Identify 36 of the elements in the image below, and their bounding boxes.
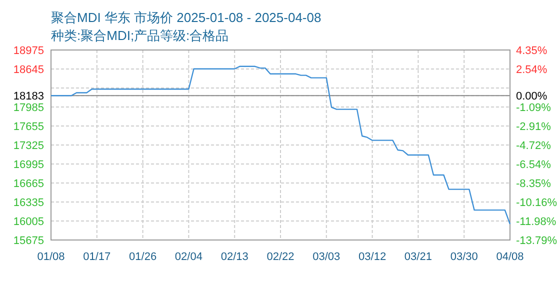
x-tick-label: 04/08: [496, 251, 524, 263]
y-tick-label: 17655: [13, 120, 44, 133]
y2-tick-label: -1.09%: [516, 102, 552, 114]
chart-subtitle: 种类:聚合MDI;产品等级:合格品: [51, 28, 229, 43]
x-tick-label: 01/17: [83, 251, 111, 263]
y2-tick-label: -6.54%: [516, 158, 552, 171]
y-tick-label: 16335: [13, 196, 44, 209]
y2-tick-label: -10.16%: [516, 196, 558, 209]
x-tick-label: 01/08: [37, 251, 65, 263]
y2-tick-label: -13.79%: [516, 234, 558, 247]
y2-tick-label: -8.35%: [516, 178, 552, 190]
x-tick-label: 03/12: [358, 251, 386, 263]
y-tick-label: 16995: [13, 158, 44, 171]
y-tick-label: 18975: [13, 44, 44, 57]
y2-tick-label: -4.72%: [516, 140, 552, 152]
x-tick-label: 03/03: [312, 251, 340, 263]
x-tick-label: 02/04: [174, 251, 202, 263]
y2-tick-label: -11.98%: [516, 216, 556, 228]
y-tick-label: 18183: [13, 90, 44, 102]
x-tick-label: 01/26: [129, 251, 157, 263]
y2-tick-label: 4.35%: [516, 44, 548, 57]
x-tick-label: 03/21: [404, 251, 432, 263]
x-tick-label: 02/13: [220, 251, 248, 263]
y-tick-label: 16005: [13, 216, 44, 228]
line-series: [50, 66, 511, 225]
y-tick-label: 17325: [13, 140, 44, 152]
y2-tick-label: 2.54%: [516, 64, 548, 76]
y-tick-label: 18645: [13, 64, 44, 76]
y-tick-label: 15675: [13, 234, 44, 247]
chart-title: 聚合MDI 华东 市场价 2025-01-08 - 2025-04-08: [51, 10, 322, 25]
x-tick-label: 02/22: [266, 251, 294, 263]
y-tick-label: 17985: [13, 102, 44, 114]
y2-tick-label: 0.00%: [516, 90, 548, 102]
y2-tick-label: -2.91%: [516, 120, 552, 133]
y-tick-label: 16665: [13, 178, 44, 190]
x-tick-label: 03/30: [450, 251, 478, 263]
